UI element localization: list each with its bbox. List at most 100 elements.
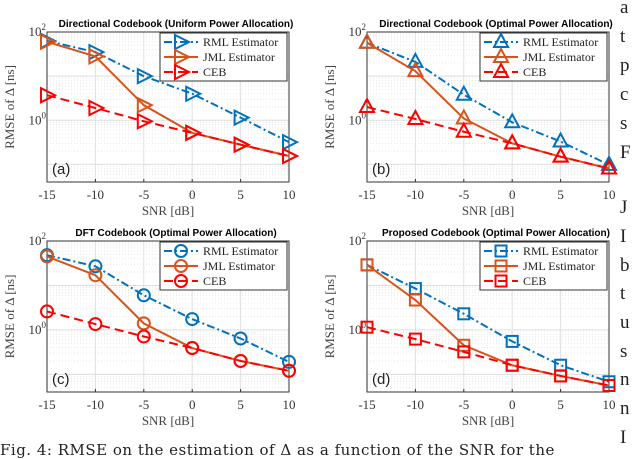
side-text-letter: J xyxy=(620,197,628,219)
data-point xyxy=(360,258,374,272)
side-text-letter: I xyxy=(620,426,627,448)
y-tick-base: 10 xyxy=(29,112,42,127)
y-axis-label: RMSE of Δ [ns] xyxy=(322,65,337,149)
data-point xyxy=(185,341,200,356)
data-point xyxy=(136,316,151,331)
x-tick-label: -10 xyxy=(407,397,424,412)
chart-title: Directional Codebook (Optimal Power Allo… xyxy=(379,19,613,30)
y-tick-base: 10 xyxy=(29,322,42,337)
legend-entry: CEB xyxy=(523,274,546,288)
data-point xyxy=(358,96,376,113)
data-point xyxy=(88,259,103,274)
x-tick-label: 10 xyxy=(603,397,616,412)
data-point xyxy=(358,32,376,49)
panel-label: (b) xyxy=(372,161,390,178)
x-tick-label: -10 xyxy=(407,187,424,202)
data-point xyxy=(136,329,151,344)
series-line xyxy=(46,40,290,158)
panel-label: (c) xyxy=(52,371,70,388)
data-point xyxy=(136,96,155,114)
side-text-letter: n xyxy=(620,398,630,420)
y-tick-label: 100 xyxy=(349,110,367,127)
y-tick-label: 102 xyxy=(349,231,367,248)
x-tick-label: -15 xyxy=(358,397,375,412)
x-tick-label: -5 xyxy=(138,397,149,412)
panel-label: (a) xyxy=(52,161,70,178)
series-line xyxy=(46,94,290,158)
side-text-letter: t xyxy=(620,26,626,47)
legend-marker xyxy=(494,244,508,258)
legend-marker xyxy=(174,274,188,288)
legend-entry: JML Estimator xyxy=(523,259,595,273)
data-point xyxy=(503,112,521,129)
data-point xyxy=(88,317,103,332)
legend-entry: CEB xyxy=(203,274,226,288)
y-tick-exponent: 2 xyxy=(362,22,367,32)
chart-title: Proposed Codebook (Optimal Power Allocat… xyxy=(382,228,610,239)
x-tick-label: -15 xyxy=(38,187,55,202)
x-tick-label: 0 xyxy=(509,397,516,412)
legend-entry: CEB xyxy=(203,65,226,79)
y-tick-exponent: 0 xyxy=(362,320,367,330)
chart-title: DFT Codebook (Optimal Power Allocation) xyxy=(75,228,276,239)
data-point xyxy=(40,304,54,319)
legend-entry: RML Estimator xyxy=(523,35,598,49)
legend-entry: JML Estimator xyxy=(203,50,275,64)
y-tick-base: 10 xyxy=(349,233,362,248)
side-text-letter: u xyxy=(620,312,630,333)
y-tick-base: 10 xyxy=(349,112,362,127)
data-point xyxy=(233,136,251,154)
data-point xyxy=(503,133,521,150)
x-axis-label: SNR [dB] xyxy=(462,413,514,428)
y-tick-exponent: 2 xyxy=(362,231,367,241)
x-tick-label: 10 xyxy=(603,187,616,202)
legend-entry: RML Estimator xyxy=(523,244,598,258)
side-text-letter: F xyxy=(620,142,631,163)
data-point xyxy=(554,369,568,383)
legend-marker xyxy=(492,61,510,78)
x-tick-label: -15 xyxy=(358,187,375,202)
legend-marker xyxy=(174,244,188,258)
series-ceb xyxy=(360,320,616,393)
series-line xyxy=(366,41,610,166)
data-point xyxy=(602,379,616,393)
x-tick-label: -15 xyxy=(38,397,55,412)
legend-entry: RML Estimator xyxy=(203,244,278,258)
data-point xyxy=(505,334,519,348)
x-tick-label: -10 xyxy=(87,397,104,412)
side-text-letter: I xyxy=(620,225,627,247)
y-axis-label: RMSE of Δ [ns] xyxy=(322,275,337,359)
data-point xyxy=(600,158,618,175)
side-text-letter: p xyxy=(620,55,630,76)
data-point xyxy=(360,320,374,334)
x-tick-label: -5 xyxy=(138,187,149,202)
panel-label: (d) xyxy=(372,371,390,388)
data-point xyxy=(40,86,58,104)
data-point xyxy=(457,307,471,321)
y-tick-label: 102 xyxy=(29,22,47,39)
x-tick-label: 5 xyxy=(557,397,564,412)
series-rml-estimator xyxy=(360,258,616,389)
data-point xyxy=(282,133,300,151)
side-text-letter: s xyxy=(620,340,628,362)
data-point xyxy=(408,332,422,346)
legend-entry: JML Estimator xyxy=(523,50,595,64)
data-point xyxy=(455,84,473,101)
axes-frame xyxy=(46,31,290,183)
x-axis-label: SNR [dB] xyxy=(142,413,194,428)
legend-marker xyxy=(174,48,192,66)
series-line xyxy=(46,310,290,372)
data-point xyxy=(233,353,248,368)
y-axis-label: RMSE of Δ [ns] xyxy=(2,65,17,149)
data-point xyxy=(88,47,106,66)
data-point xyxy=(406,51,425,68)
data-point xyxy=(88,99,106,117)
y-tick-label: 102 xyxy=(29,231,47,248)
side-text-letter: n xyxy=(620,369,630,391)
legend-marker xyxy=(174,259,188,273)
data-point xyxy=(282,363,296,378)
data-point xyxy=(457,345,471,359)
data-point xyxy=(282,354,296,369)
